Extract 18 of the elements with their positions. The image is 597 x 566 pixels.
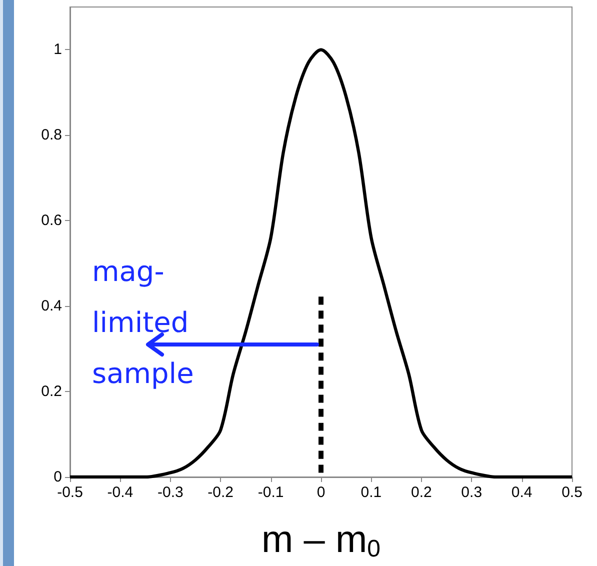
x-tick-label: 0 <box>316 484 326 501</box>
y-tick-label: 0.2 <box>41 383 62 400</box>
y-tick-label: 1 <box>54 41 62 58</box>
x-tick-label: 0.3 <box>461 484 482 501</box>
x-tick-label: -0.5 <box>57 484 83 501</box>
x-tick-label: -0.2 <box>208 484 234 501</box>
x-tick-label: 0.2 <box>410 484 432 501</box>
x-tick-label: -0.3 <box>157 484 184 501</box>
y-tick-label: 0.4 <box>41 298 62 315</box>
annotation: mag- limited sample <box>92 254 194 392</box>
x-tick-label: -0.4 <box>107 484 134 501</box>
y-tick-label: 0 <box>54 468 62 486</box>
x-tick-label: 0.5 <box>562 484 582 501</box>
x-tick-label: 0.1 <box>360 484 382 501</box>
y-tick-label: 0.6 <box>41 212 62 230</box>
x-tick-label: 0.4 <box>511 484 532 501</box>
x-tick-label: -0.1 <box>258 484 284 501</box>
y-tick-label: 0.8 <box>41 126 62 144</box>
